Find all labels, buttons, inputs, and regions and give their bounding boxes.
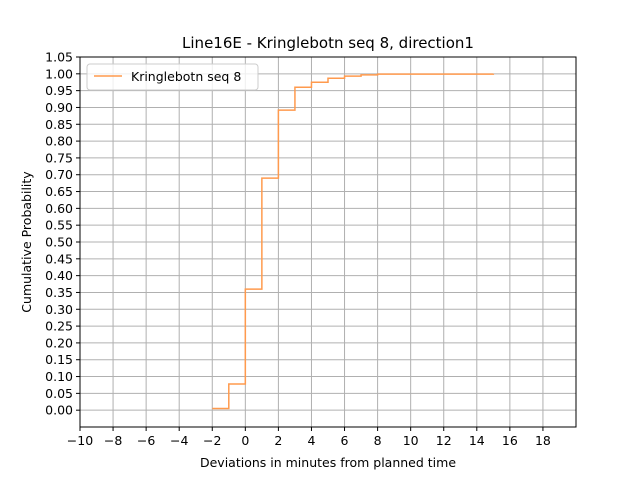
y-tick-label: 0.85 [45,117,73,132]
x-tick-label: 6 [341,433,349,448]
y-tick-label: 0.10 [45,369,73,384]
x-tick-label: −6 [137,433,155,448]
x-tick-label: 2 [274,433,282,448]
y-tick-label: 0.95 [45,83,73,98]
x-tick-label: 14 [469,433,485,448]
legend-box [86,63,259,91]
x-tick-label: 10 [403,433,419,448]
y-tick-label: 0.45 [45,251,73,266]
x-tick-label: 4 [307,433,315,448]
x-tick-label: 16 [502,433,518,448]
y-tick-label: 0.20 [45,335,73,350]
y-tick-label: 0.05 [45,386,73,401]
y-tick-label: 0.80 [45,134,73,149]
y-axis-label: Cumulative Probability [19,171,34,313]
y-tick-label: 0.90 [45,100,73,115]
x-tick-label: 18 [535,433,551,448]
y-tick-label: 0.40 [45,268,73,283]
x-tick-label: −10 [67,433,93,448]
legend-label: Kringlebotn seq 8 [131,69,241,84]
x-tick-label: −4 [170,433,188,448]
x-tick-label: 8 [374,433,382,448]
y-tick-label: 0.70 [45,167,73,182]
y-tick-label: 0.30 [45,302,73,317]
y-axis-ticks: 0.00 0.05 0.10 0.15 0.200.25 0.30 0.35 0.40 0.45… [45,50,80,418]
x-axis-ticks: −10 −8 −6 −4 −2 0 2 4 6 8 10 12 14 16 18 [67,427,551,448]
y-tick-label: 0.35 [45,285,73,300]
chart-title: Line16E - Kringlebotn seq 8, direction1 [182,34,474,52]
x-tick-label: −2 [203,433,221,448]
x-tick-label: 12 [436,433,452,448]
y-tick-label: 0.60 [45,201,73,216]
x-tick-label: 0 [241,433,249,448]
y-tick-label: 0.50 [45,235,73,250]
x-tick-label: −8 [104,433,122,448]
series-line-0 [212,73,495,410]
y-tick-label: 0.55 [45,218,73,233]
x-axis-label: Deviations in minutes from planned time [200,455,456,470]
y-tick-label: 1.05 [45,50,73,65]
y-tick-label: 0.25 [45,319,73,334]
legend: Kringlebotn seq 8 [86,63,259,91]
y-tick-label: 0.75 [45,150,73,165]
y-tick-label: 0.00 [45,403,73,418]
y-tick-label: 0.15 [45,352,73,367]
y-tick-label: 1.00 [45,66,73,81]
series-layer [212,73,495,410]
y-tick-label: 0.65 [45,184,73,199]
